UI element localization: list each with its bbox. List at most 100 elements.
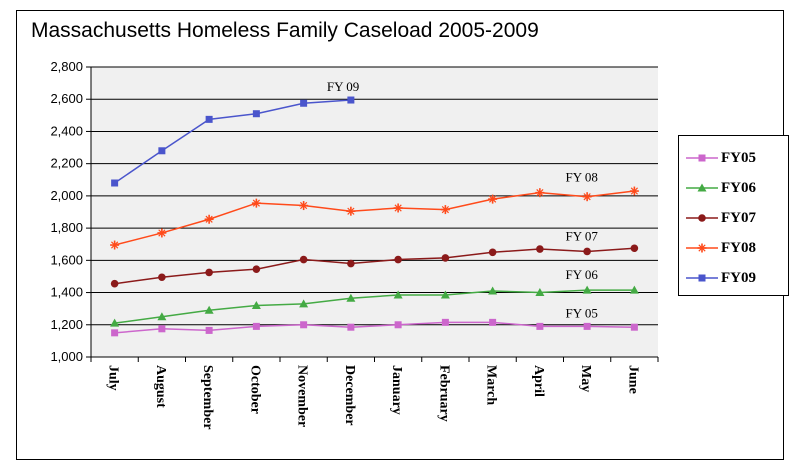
data-point-d2 <box>583 193 591 201</box>
y-tick-label: 2,800 <box>50 59 83 74</box>
data-point-d2 <box>536 189 544 197</box>
y-tick-label: 1,400 <box>50 285 83 300</box>
data-point <box>157 228 167 238</box>
x-tick-label: April <box>531 365 546 397</box>
data-point <box>110 240 120 250</box>
data-point <box>441 318 449 326</box>
series-annotation: FY 09 <box>327 79 359 94</box>
data-point <box>440 205 450 215</box>
data-point-d2 <box>347 207 355 215</box>
data-point <box>394 255 402 264</box>
series-annotation: FY 07 <box>565 228 598 243</box>
x-tick-label: September <box>200 365 215 430</box>
data-point-d2 <box>252 199 260 207</box>
data-point <box>204 214 214 224</box>
data-point <box>347 259 355 268</box>
legend-marker <box>697 243 707 253</box>
y-tick-label: 1,200 <box>50 317 83 332</box>
data-point <box>441 254 450 262</box>
data-point <box>205 115 213 123</box>
data-point <box>629 186 639 196</box>
data-point-d2 <box>630 187 638 195</box>
data-point <box>204 305 214 314</box>
data-point <box>300 321 308 329</box>
data-point <box>536 245 544 253</box>
x-tick-label: October <box>247 365 262 414</box>
data-point <box>583 322 591 330</box>
y-tick-label: 2,200 <box>50 156 83 171</box>
series-fy06 <box>110 285 639 327</box>
legend-swatch <box>686 274 718 282</box>
data-point <box>583 247 591 256</box>
data-point <box>629 285 639 294</box>
data-point <box>110 279 119 288</box>
data-point <box>252 110 260 118</box>
x-tick-label: December <box>342 365 357 426</box>
legend-item-fy05: FY05 <box>685 148 785 168</box>
legend-item-fy09: FY09 <box>685 268 785 288</box>
data-point <box>299 255 308 264</box>
x-tick-label: August <box>153 365 168 408</box>
series-line-fy07 <box>114 247 635 285</box>
legend-marker <box>698 154 706 162</box>
data-point <box>630 323 638 331</box>
y-tick-label: 1,000 <box>50 349 83 364</box>
series-line-fy08 <box>114 190 635 246</box>
x-tick-label: July <box>106 365 121 391</box>
line-chart: 1,000 1,200 1,400 1,600 1,800 2,000 2,200 2,400… <box>50 59 659 430</box>
data-point <box>394 321 402 329</box>
data-point <box>111 329 119 337</box>
series-annotation: FY 05 <box>565 305 597 320</box>
data-point-d2 <box>158 229 166 237</box>
series-line-fy05 <box>114 321 635 334</box>
data-point-d2 <box>394 204 402 212</box>
series-annotation: FY 06 <box>565 267 598 282</box>
data-point <box>630 244 639 253</box>
chart-legend: FY05 FY06 FY07 FY08 FY09 <box>678 135 789 296</box>
data-point <box>393 203 403 213</box>
series-fy07 <box>110 244 639 288</box>
data-point <box>488 248 497 257</box>
series-line-fy06 <box>114 289 635 324</box>
series-fy08 <box>110 186 639 250</box>
legend-item-fy06: FY06 <box>685 178 785 198</box>
legend-label: FY07 <box>721 210 756 226</box>
data-point <box>535 188 545 198</box>
data-point <box>252 322 260 330</box>
data-point-d2 <box>489 195 497 203</box>
x-tick-label: November <box>295 365 310 427</box>
data-point-d2 <box>111 241 119 249</box>
data-point <box>535 288 545 297</box>
data-point <box>251 300 261 309</box>
data-point-d2 <box>205 215 213 223</box>
data-point <box>488 194 498 204</box>
plot-area <box>91 67 658 357</box>
legend-marker-d2 <box>698 244 706 252</box>
x-tick-label: February <box>436 365 451 422</box>
data-point-d2 <box>300 201 308 210</box>
data-point <box>488 286 498 295</box>
data-point <box>347 323 355 331</box>
legend-swatch <box>686 154 718 162</box>
y-tick-label: 2,600 <box>50 91 83 106</box>
x-tick-label: June <box>625 365 640 394</box>
legend-marker <box>698 214 706 222</box>
legend-swatch <box>686 214 718 222</box>
data-point <box>346 206 356 216</box>
chart-title: Massachusetts Homeless Family Caseload 2… <box>31 19 539 42</box>
y-tick-label: 2,000 <box>50 188 83 203</box>
legend-label: FY05 <box>721 150 756 166</box>
data-point <box>205 326 213 334</box>
legend-item-fy07: FY07 <box>685 208 785 228</box>
legend-marker <box>697 183 707 192</box>
data-point <box>252 265 261 273</box>
data-point <box>536 322 544 330</box>
data-point <box>158 273 166 282</box>
legend-label: FY06 <box>721 180 756 196</box>
data-point <box>582 192 592 202</box>
data-point <box>158 147 166 155</box>
data-point <box>299 201 309 211</box>
data-point <box>489 318 497 326</box>
data-point <box>251 198 261 208</box>
data-point <box>299 299 309 308</box>
